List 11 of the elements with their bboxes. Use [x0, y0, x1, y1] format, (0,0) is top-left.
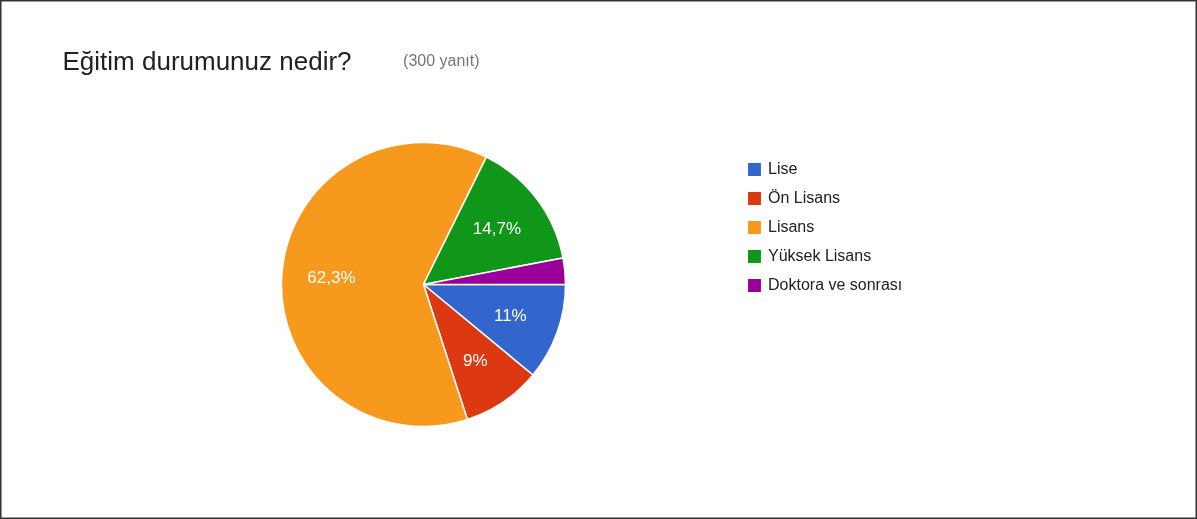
- legend-label: Lise: [768, 160, 798, 178]
- legend-label: Doktora ve sonrası: [768, 276, 903, 294]
- data-label: 9%: [463, 351, 488, 371]
- legend-label: Ön Lisans: [768, 189, 841, 207]
- legend-label: Yüksek Lisans: [768, 247, 872, 265]
- chart-subtitle: (300 yanıt): [403, 52, 480, 69]
- data-label: 62,3%: [307, 268, 356, 288]
- data-label: 11%: [493, 306, 527, 326]
- legend-label: Lisans: [768, 218, 815, 236]
- data-label: 14,7%: [472, 219, 522, 239]
- chart-title: Eğitim durumunuz nedir?: [62, 45, 352, 76]
